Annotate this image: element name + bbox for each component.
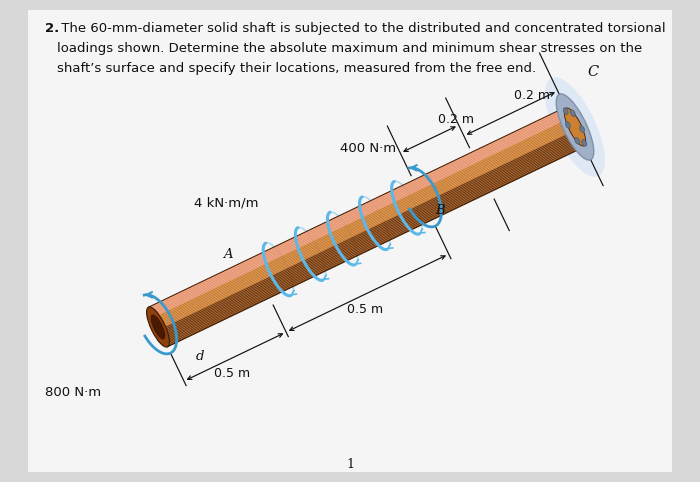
Ellipse shape bbox=[564, 108, 586, 146]
Polygon shape bbox=[160, 130, 577, 331]
Ellipse shape bbox=[146, 307, 169, 347]
Polygon shape bbox=[150, 110, 568, 311]
Ellipse shape bbox=[564, 108, 568, 114]
Polygon shape bbox=[161, 134, 579, 335]
Polygon shape bbox=[155, 122, 573, 323]
Polygon shape bbox=[160, 131, 578, 332]
Text: C: C bbox=[587, 65, 598, 79]
Ellipse shape bbox=[580, 126, 584, 133]
Text: A: A bbox=[223, 249, 232, 262]
Ellipse shape bbox=[575, 137, 580, 144]
Polygon shape bbox=[157, 124, 575, 326]
Polygon shape bbox=[167, 146, 584, 347]
Polygon shape bbox=[162, 135, 580, 336]
Polygon shape bbox=[153, 117, 570, 318]
Polygon shape bbox=[160, 132, 578, 334]
Polygon shape bbox=[159, 128, 576, 330]
Text: The 60-mm-diameter solid shaft is subjected to the distributed and concentrated : The 60-mm-diameter solid shaft is subjec… bbox=[57, 22, 666, 75]
Ellipse shape bbox=[566, 121, 570, 128]
Polygon shape bbox=[149, 108, 567, 310]
Ellipse shape bbox=[556, 94, 594, 160]
Ellipse shape bbox=[570, 110, 575, 117]
Ellipse shape bbox=[582, 140, 587, 146]
Text: 0.2 m: 0.2 m bbox=[514, 89, 550, 102]
Polygon shape bbox=[151, 112, 568, 314]
Polygon shape bbox=[152, 114, 569, 315]
Polygon shape bbox=[162, 136, 580, 337]
Polygon shape bbox=[156, 123, 574, 324]
Polygon shape bbox=[165, 142, 582, 343]
Polygon shape bbox=[158, 127, 575, 328]
Ellipse shape bbox=[151, 315, 165, 339]
Text: 2.: 2. bbox=[46, 22, 60, 35]
Text: d: d bbox=[196, 350, 204, 363]
Polygon shape bbox=[153, 115, 570, 316]
Text: 0.5 m: 0.5 m bbox=[214, 367, 250, 380]
Polygon shape bbox=[150, 111, 568, 312]
Polygon shape bbox=[155, 120, 573, 321]
Text: 0.2 m: 0.2 m bbox=[438, 113, 474, 126]
Polygon shape bbox=[158, 126, 575, 327]
Text: 400 N·m: 400 N·m bbox=[340, 142, 396, 155]
Polygon shape bbox=[166, 144, 584, 346]
Polygon shape bbox=[166, 143, 583, 344]
Polygon shape bbox=[163, 137, 581, 339]
Text: 4 kN·m/m: 4 kN·m/m bbox=[195, 197, 259, 210]
Ellipse shape bbox=[545, 77, 605, 177]
Text: 800 N·m: 800 N·m bbox=[45, 386, 101, 399]
Polygon shape bbox=[164, 140, 582, 342]
Text: 1: 1 bbox=[346, 457, 354, 470]
Text: 0.5 m: 0.5 m bbox=[347, 303, 384, 316]
Polygon shape bbox=[153, 118, 571, 319]
Text: B: B bbox=[435, 203, 444, 216]
Polygon shape bbox=[164, 139, 581, 340]
Polygon shape bbox=[154, 119, 572, 321]
Polygon shape bbox=[148, 107, 566, 308]
